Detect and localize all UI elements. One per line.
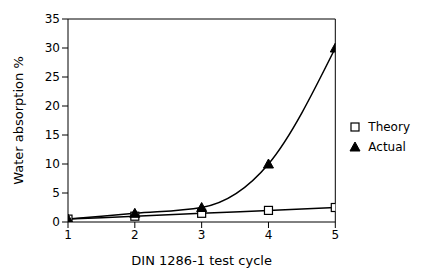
svg-text:10: 10 (45, 157, 60, 171)
svg-text:3: 3 (198, 228, 206, 242)
svg-text:DIN 1286-1 test cycle: DIN 1286-1 test cycle (131, 253, 272, 268)
svg-text:35: 35 (45, 12, 60, 26)
svg-text:5: 5 (52, 186, 60, 200)
svg-text:30: 30 (45, 41, 60, 55)
svg-text:4: 4 (265, 228, 273, 242)
svg-text:5: 5 (331, 228, 339, 242)
svg-text:15: 15 (45, 128, 60, 142)
html-text:Actual: Actual (368, 140, 406, 154)
html-text:Theory: Theory (368, 120, 410, 134)
svg-text:1: 1 (64, 228, 72, 242)
svg-text:20: 20 (45, 99, 60, 113)
svg-text:25: 25 (45, 70, 60, 84)
svg-text:2: 2 (131, 228, 139, 242)
svg-text:Water absorption %: Water absorption % (11, 56, 26, 185)
svg-text:0: 0 (52, 215, 60, 229)
